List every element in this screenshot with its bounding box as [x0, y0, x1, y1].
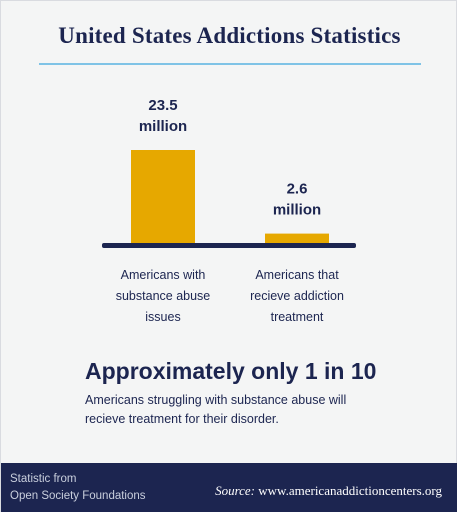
footer-credit: Statistic from Open Society Foundations	[10, 471, 146, 505]
value-label-1-0: 2.6	[287, 181, 308, 198]
bar-0	[131, 150, 195, 244]
category-label-1-2: treatment	[271, 310, 324, 324]
footer: Statistic from Open Society Foundations …	[1, 463, 457, 512]
value-label-0-0: 23.5	[148, 97, 177, 114]
category-label-1-0: Americans that	[255, 268, 339, 282]
footer-source: Source: www.americanaddictioncenters.org	[215, 483, 442, 499]
value-label-1-1: million	[273, 202, 321, 219]
category-label-1-1: recieve addiction	[250, 289, 344, 303]
credit-line-1: Statistic from	[10, 473, 77, 485]
category-label-0-1: substance abuse	[116, 289, 211, 303]
chart-baseline	[102, 243, 356, 248]
source-url[interactable]: www.americanaddictioncenters.org	[258, 483, 442, 498]
value-label-0-1: million	[139, 118, 187, 135]
headline: Approximately only 1 in 10	[85, 358, 377, 384]
category-label-0-0: Americans with	[121, 268, 206, 282]
credit-line-2: Open Society Foundations	[10, 490, 146, 502]
title-divider	[39, 63, 421, 65]
subtext: Americans struggling with substance abus…	[85, 393, 347, 426]
bar-chart: 23.5 million Americans with substance abuse…	[102, 97, 356, 324]
source-label: Source:	[215, 483, 256, 498]
category-label-0-2: issues	[145, 310, 180, 324]
page-title: United States Addictions Statistics	[58, 23, 401, 48]
bar-1	[265, 233, 329, 244]
